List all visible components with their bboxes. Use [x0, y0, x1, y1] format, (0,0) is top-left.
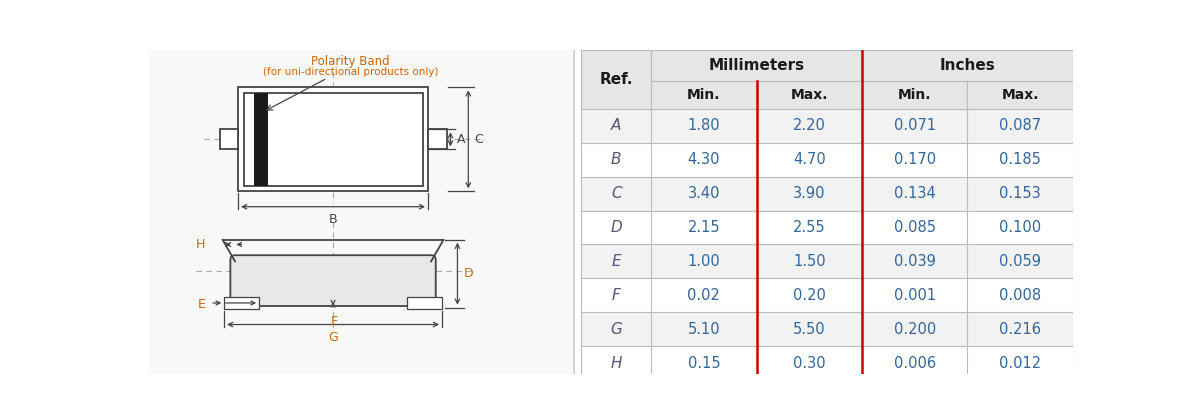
Text: 4.30: 4.30 — [688, 152, 720, 167]
Text: 1.00: 1.00 — [688, 254, 720, 269]
Text: D: D — [610, 220, 622, 235]
Text: 3.40: 3.40 — [688, 186, 720, 201]
Bar — [582, 177, 1073, 210]
Text: D: D — [464, 267, 473, 280]
FancyBboxPatch shape — [230, 255, 436, 306]
Text: E: E — [198, 298, 205, 311]
Text: 0.071: 0.071 — [894, 118, 936, 134]
Text: 0.20: 0.20 — [793, 288, 826, 303]
Text: H: H — [197, 238, 205, 251]
Bar — [582, 210, 1073, 244]
Text: 0.085: 0.085 — [894, 220, 936, 235]
Bar — [582, 346, 1073, 380]
Bar — [243, 93, 423, 186]
Text: 0.134: 0.134 — [894, 186, 936, 201]
Bar — [219, 129, 238, 150]
Text: 0.200: 0.200 — [894, 322, 936, 337]
Text: 0.100: 0.100 — [999, 220, 1041, 235]
Text: G: G — [610, 322, 622, 337]
Text: B: B — [611, 152, 621, 167]
Text: 2.55: 2.55 — [793, 220, 826, 235]
Bar — [582, 50, 1073, 109]
Text: C: C — [611, 186, 622, 201]
Text: A: A — [457, 133, 465, 146]
Text: 0.153: 0.153 — [999, 186, 1041, 201]
Text: F: F — [330, 315, 337, 328]
Text: 0.059: 0.059 — [999, 254, 1041, 269]
Text: 0.001: 0.001 — [894, 288, 936, 303]
Bar — [224, 297, 259, 309]
Text: C: C — [474, 133, 483, 146]
Text: 0.039: 0.039 — [894, 254, 936, 269]
Text: Millimeters: Millimeters — [708, 58, 805, 74]
Text: 1.50: 1.50 — [793, 254, 826, 269]
Text: B: B — [329, 213, 337, 226]
Text: Min.: Min. — [898, 88, 931, 102]
Text: 5.50: 5.50 — [793, 322, 826, 337]
Text: 0.216: 0.216 — [999, 322, 1041, 337]
Bar — [428, 129, 447, 150]
Text: 2.15: 2.15 — [688, 220, 720, 235]
Text: 1.80: 1.80 — [688, 118, 720, 134]
Bar — [582, 312, 1073, 346]
Text: A: A — [611, 118, 621, 134]
Text: 3.90: 3.90 — [793, 186, 826, 201]
Bar — [582, 278, 1073, 312]
Bar — [582, 244, 1073, 278]
Text: 5.10: 5.10 — [688, 322, 720, 337]
Text: Ref.: Ref. — [600, 72, 633, 87]
Bar — [254, 93, 268, 186]
Text: H: H — [610, 355, 622, 370]
Text: 0.170: 0.170 — [894, 152, 936, 167]
Text: Min.: Min. — [687, 88, 721, 102]
Bar — [149, 50, 573, 374]
Bar — [238, 87, 428, 192]
Text: Max.: Max. — [1001, 88, 1039, 102]
Text: G: G — [328, 331, 339, 344]
Text: E: E — [611, 254, 621, 269]
Text: 0.30: 0.30 — [793, 355, 826, 370]
Text: 0.012: 0.012 — [999, 355, 1041, 370]
Text: 0.02: 0.02 — [688, 288, 720, 303]
Text: 2.20: 2.20 — [793, 118, 826, 134]
Bar — [582, 143, 1073, 177]
Text: 0.15: 0.15 — [688, 355, 720, 370]
Bar — [582, 109, 1073, 143]
Text: Polarity Band: Polarity Band — [311, 55, 390, 68]
Text: 0.006: 0.006 — [894, 355, 936, 370]
Text: 0.008: 0.008 — [999, 288, 1041, 303]
Text: Max.: Max. — [790, 88, 828, 102]
Text: (for uni-directional products only): (for uni-directional products only) — [262, 67, 439, 77]
Bar — [408, 297, 442, 309]
Text: 0.185: 0.185 — [999, 152, 1041, 167]
Text: 0.087: 0.087 — [999, 118, 1041, 134]
Text: F: F — [611, 288, 621, 303]
Text: 4.70: 4.70 — [793, 152, 826, 167]
Text: Inches: Inches — [939, 58, 995, 74]
